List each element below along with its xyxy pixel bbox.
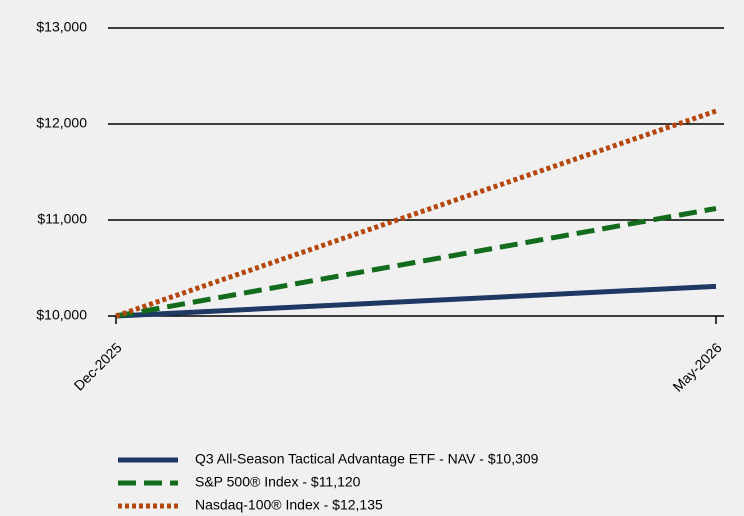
series-line — [115, 283, 717, 319]
y-tick-label: $12,000 — [36, 115, 87, 131]
x-tick-label: Dec-2025 — [71, 339, 125, 393]
legend-label: Q3 All-Season Tactical Advantage ETF - N… — [195, 451, 539, 467]
x-tick-label: May-2026 — [669, 339, 724, 394]
legend-label: Nasdaq-100® Index - $12,135 — [195, 497, 383, 513]
series-line — [115, 206, 717, 319]
y-tick-label: $13,000 — [36, 19, 87, 35]
y-tick-label: $10,000 — [36, 307, 87, 323]
y-tick-label: $11,000 — [37, 211, 87, 227]
series-line — [115, 108, 717, 319]
legend-label: S&P 500® Index - $11,120 — [195, 474, 361, 490]
